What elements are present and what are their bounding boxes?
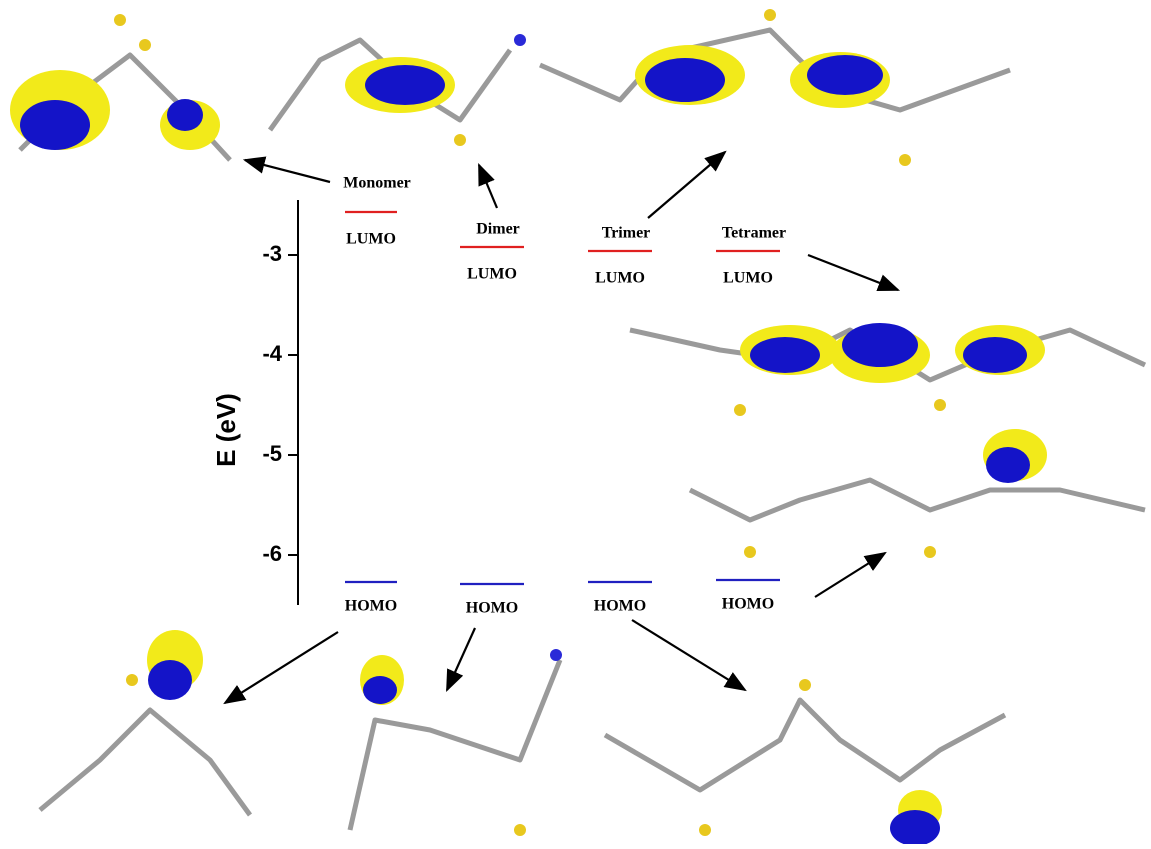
orbital-label: HOMO — [466, 600, 518, 617]
orbital-label: LUMO — [467, 266, 517, 283]
molecule-monomer-lumo — [10, 14, 230, 160]
orbital-label: HOMO — [345, 598, 397, 615]
molecule-dimer-lumo — [270, 34, 526, 146]
category-label: Trimer — [602, 225, 651, 242]
molecule-dimer-homo — [350, 649, 562, 836]
y-tick-label: -5 — [262, 441, 282, 466]
category-label: Dimer — [476, 221, 520, 238]
arrows — [225, 152, 898, 703]
chart: E (eV) -3 -4 -5 -6 LUMO HOMO Monomer LUMO HOMO Di… — [0, 0, 1151, 844]
category-label: Tetramer — [722, 225, 786, 242]
molecule-tetramer-lumo — [630, 323, 1145, 416]
orbital-label: LUMO — [723, 270, 773, 287]
molecule-tetramer-homo — [690, 429, 1145, 558]
category-label: Monomer — [343, 175, 411, 192]
orbital-label: LUMO — [595, 270, 645, 287]
y-tick-label: -6 — [262, 541, 282, 566]
molecule-trimer-homo — [605, 679, 1005, 844]
orbital-label: LUMO — [346, 231, 396, 248]
y-axis-label: E (eV) — [211, 393, 241, 467]
orbital-label: HOMO — [594, 598, 646, 615]
y-tick-label: -3 — [262, 241, 282, 266]
y-tick-label: -4 — [262, 341, 282, 366]
molecule-trimer-lumo — [540, 9, 1010, 166]
molecule-monomer-homo — [40, 630, 250, 815]
orbital-label: HOMO — [722, 596, 774, 613]
